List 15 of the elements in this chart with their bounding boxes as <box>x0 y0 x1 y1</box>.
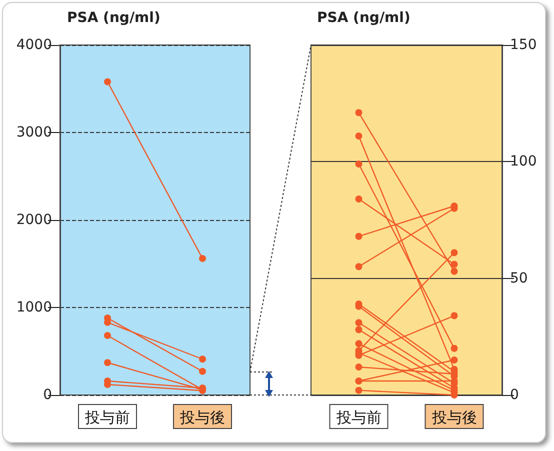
x-tick-label: 投与前 <box>84 408 130 426</box>
y-tick-label: 1000 <box>16 300 52 316</box>
x-tick-label: 投与前 <box>335 408 382 426</box>
y-tick-label: 150 <box>510 37 537 53</box>
x-tick-label: 投与後 <box>179 408 225 426</box>
y-tick-label: 2000 <box>16 212 52 228</box>
chart-title: PSA (ng/ml) <box>317 10 410 26</box>
x-tick-label: 投与後 <box>430 408 477 426</box>
y-tick-label: 0 <box>43 387 52 403</box>
y-tick-label: 4000 <box>16 37 52 53</box>
y-tick-label: 0 <box>510 387 519 403</box>
y-tick-label: 3000 <box>16 124 52 140</box>
chart-title: PSA (ng/ml) <box>67 10 160 26</box>
y-tick-label: 100 <box>510 154 537 170</box>
y-tick-label: 50 <box>510 270 528 286</box>
